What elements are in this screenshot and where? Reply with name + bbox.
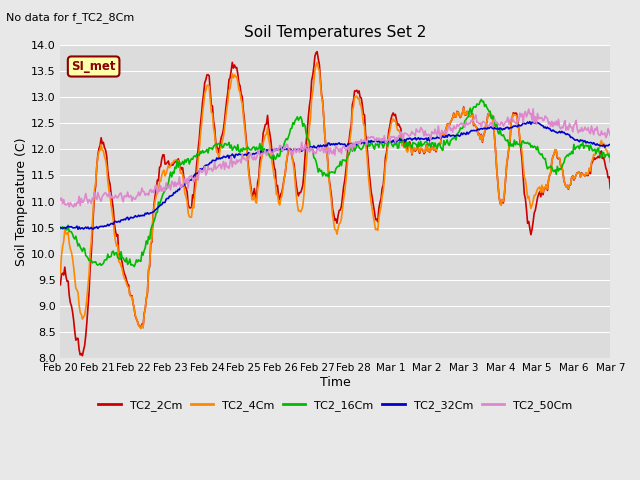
TC2_4Cm — [509, 111, 517, 117]
TC2_4Cm — [323, 150, 331, 156]
TC2_4Cm — [595, 146, 603, 152]
TC2_32Cm — [56, 225, 64, 230]
TC2_32Cm — [526, 119, 534, 124]
Line: TC2_50Cm: TC2_50Cm — [60, 109, 611, 207]
TC2_32Cm — [508, 125, 516, 131]
TC2_16Cm — [477, 96, 485, 102]
TC2_50Cm — [56, 197, 64, 203]
Line: TC2_16Cm: TC2_16Cm — [60, 99, 611, 266]
TC2_32Cm — [74, 227, 82, 232]
TC2_2Cm — [386, 123, 394, 129]
Y-axis label: Soil Temperature (C): Soil Temperature (C) — [15, 137, 28, 266]
Line: TC2_32Cm: TC2_32Cm — [60, 121, 611, 229]
TC2_16Cm — [56, 226, 64, 231]
TC2_32Cm — [607, 142, 614, 147]
TC2_16Cm — [595, 150, 603, 156]
TC2_50Cm — [385, 136, 392, 142]
TC2_2Cm — [323, 149, 331, 155]
TC2_32Cm — [595, 142, 603, 148]
Line: TC2_2Cm: TC2_2Cm — [60, 52, 611, 356]
TC2_16Cm — [509, 144, 517, 149]
TC2_32Cm — [322, 142, 330, 148]
TC2_4Cm — [320, 115, 328, 120]
Line: TC2_4Cm: TC2_4Cm — [60, 62, 611, 328]
TC2_32Cm — [355, 140, 363, 145]
TC2_50Cm — [355, 139, 363, 144]
TC2_16Cm — [322, 173, 330, 179]
TC2_4Cm — [607, 159, 614, 165]
TC2_2Cm — [79, 353, 86, 359]
TC2_32Cm — [385, 138, 392, 144]
TC2_2Cm — [314, 49, 321, 55]
X-axis label: Time: Time — [320, 376, 351, 389]
TC2_16Cm — [385, 140, 392, 146]
TC2_50Cm — [607, 132, 614, 138]
TC2_32Cm — [319, 143, 326, 149]
TC2_4Cm — [137, 325, 145, 331]
TC2_16Cm — [607, 152, 614, 158]
TC2_16Cm — [319, 173, 326, 179]
TC2_4Cm — [386, 128, 394, 134]
TC2_2Cm — [56, 282, 64, 288]
TC2_2Cm — [607, 186, 614, 192]
Text: No data for f_TC2_8Cm: No data for f_TC2_8Cm — [6, 12, 134, 23]
TC2_4Cm — [56, 271, 64, 276]
Legend: TC2_2Cm, TC2_4Cm, TC2_16Cm, TC2_32Cm, TC2_50Cm: TC2_2Cm, TC2_4Cm, TC2_16Cm, TC2_32Cm, TC… — [94, 396, 577, 415]
TC2_4Cm — [314, 60, 321, 65]
TC2_16Cm — [131, 264, 138, 269]
Text: SI_met: SI_met — [72, 60, 116, 73]
TC2_50Cm — [508, 115, 516, 121]
TC2_2Cm — [320, 115, 328, 120]
TC2_4Cm — [356, 101, 364, 107]
TC2_50Cm — [322, 150, 330, 156]
TC2_50Cm — [70, 204, 77, 210]
TC2_50Cm — [595, 132, 603, 138]
TC2_2Cm — [595, 155, 603, 160]
TC2_50Cm — [529, 106, 537, 112]
TC2_50Cm — [319, 145, 326, 151]
TC2_2Cm — [356, 94, 364, 100]
Title: Soil Temperatures Set 2: Soil Temperatures Set 2 — [244, 24, 426, 39]
TC2_2Cm — [509, 110, 517, 116]
TC2_16Cm — [355, 144, 363, 150]
